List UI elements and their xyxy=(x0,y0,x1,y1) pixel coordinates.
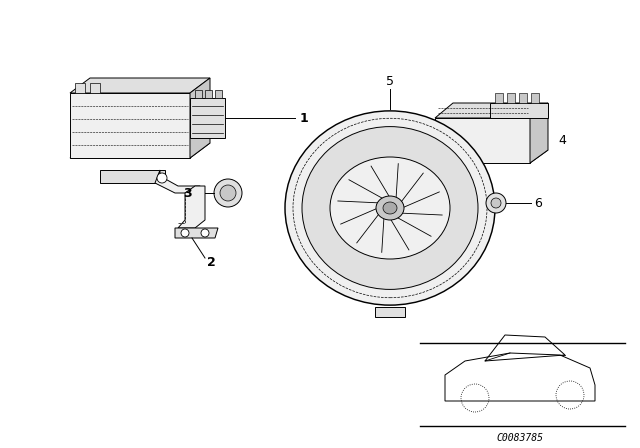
Bar xyxy=(75,83,85,93)
Circle shape xyxy=(486,193,506,213)
Text: 5: 5 xyxy=(386,75,394,88)
Circle shape xyxy=(157,173,167,183)
Bar xyxy=(90,83,100,93)
Text: 3: 3 xyxy=(184,186,192,199)
Bar xyxy=(205,90,212,98)
Circle shape xyxy=(201,229,209,237)
Polygon shape xyxy=(178,186,205,228)
Polygon shape xyxy=(435,103,548,118)
Polygon shape xyxy=(175,228,218,238)
Bar xyxy=(495,93,503,103)
Polygon shape xyxy=(375,306,405,317)
Polygon shape xyxy=(70,78,210,93)
Bar xyxy=(507,93,515,103)
Circle shape xyxy=(491,198,501,208)
Polygon shape xyxy=(70,143,210,158)
Text: 4: 4 xyxy=(558,134,566,146)
Text: 1: 1 xyxy=(300,112,308,125)
Text: 2: 2 xyxy=(207,257,216,270)
Text: C0083785: C0083785 xyxy=(497,433,543,443)
Ellipse shape xyxy=(285,111,495,305)
Polygon shape xyxy=(190,98,225,138)
Polygon shape xyxy=(190,78,210,158)
Circle shape xyxy=(181,229,189,237)
Polygon shape xyxy=(155,170,200,193)
Circle shape xyxy=(220,185,236,201)
Ellipse shape xyxy=(376,196,404,220)
Bar xyxy=(519,93,527,103)
Ellipse shape xyxy=(383,202,397,214)
Polygon shape xyxy=(100,170,165,183)
Polygon shape xyxy=(490,103,548,118)
Polygon shape xyxy=(435,118,530,163)
Polygon shape xyxy=(70,93,190,158)
Ellipse shape xyxy=(302,127,478,289)
Bar xyxy=(215,90,222,98)
Circle shape xyxy=(214,179,242,207)
Polygon shape xyxy=(435,150,548,163)
Polygon shape xyxy=(530,103,548,163)
Bar xyxy=(195,90,202,98)
Bar xyxy=(531,93,539,103)
Ellipse shape xyxy=(330,157,450,259)
Text: 6: 6 xyxy=(534,197,542,210)
